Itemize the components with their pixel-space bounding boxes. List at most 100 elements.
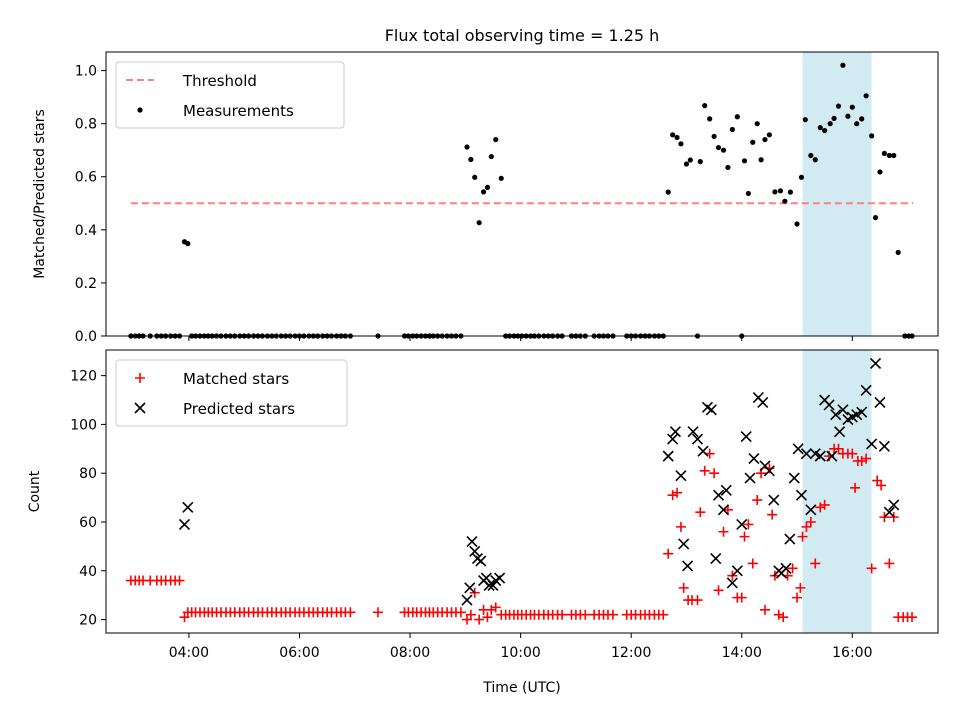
predicted-star-marker (768, 494, 780, 506)
matched-star-marker (672, 487, 683, 498)
predicted-star-marker (466, 535, 478, 548)
predicted-star-marker (675, 470, 687, 482)
x-axis-label: Time (UTC) (482, 680, 560, 696)
measurement-point (715, 144, 722, 151)
measurement-point (895, 249, 901, 255)
measurement-point (886, 152, 892, 159)
measurement-point (185, 241, 191, 247)
measurement-point (798, 174, 805, 180)
matched-star-marker (752, 495, 763, 506)
x-tick-label: 08:00 (390, 645, 430, 661)
predicted-star-marker (469, 545, 481, 557)
measurement-point (464, 144, 470, 150)
measurement-point (877, 169, 883, 175)
legend-measurement-label: Measurements (183, 102, 294, 120)
predicted-star-marker (866, 438, 878, 450)
measurement-point (678, 141, 684, 147)
predicted-star-marker (757, 396, 769, 409)
measurement-point (782, 198, 788, 204)
predicted-star-marker (717, 504, 730, 516)
measurement-point (707, 116, 713, 122)
predicted-star-marker (687, 426, 699, 438)
predicted-star-marker (856, 406, 868, 418)
matched-star-marker (743, 519, 754, 530)
measurement-point (859, 116, 865, 122)
legend-predicted-label: Predicted stars (183, 400, 295, 418)
measurement-point (808, 152, 814, 159)
predicted-star-marker (461, 594, 473, 606)
x-tick-label: 10:00 (500, 645, 540, 661)
highlight-span (802, 350, 872, 633)
x-tick-label: 06:00 (279, 645, 319, 661)
predicted-star-marker (784, 533, 796, 545)
predicted-star-marker (697, 445, 709, 457)
measurement-point (869, 133, 875, 139)
measurement-point (683, 161, 690, 167)
predicted-star-marker (888, 499, 900, 511)
predicted-star-marker (712, 489, 725, 501)
measurement-point (711, 133, 717, 140)
predicted-star-marker (705, 404, 717, 416)
x-tick-label: 16:00 (832, 645, 872, 661)
matched-star-marker (667, 490, 678, 501)
measurement-point (750, 139, 756, 145)
predicted-star-marker (814, 450, 826, 462)
predicted-star-marker (792, 443, 804, 455)
matched-star-marker (792, 592, 803, 603)
legend-measurement-swatch (137, 107, 143, 113)
measurement-point (831, 115, 837, 121)
matched-star-marker (747, 558, 758, 569)
predicted-star-marker (494, 572, 506, 584)
predicted-star-marker (795, 489, 808, 501)
measurement-point (812, 157, 818, 163)
y-tick-label: 0.2 (75, 276, 97, 292)
matched-star-marker (692, 595, 703, 606)
measurement-point (665, 189, 671, 195)
measurement-point (758, 157, 764, 163)
measurement-point (484, 184, 491, 190)
predicted-star-marker (669, 426, 681, 438)
measurement-point (817, 125, 823, 131)
predicted-star-marker (736, 518, 748, 531)
axes-frame (105, 51, 939, 337)
matched-star-marker (490, 602, 501, 613)
matched-star-marker (699, 465, 710, 476)
matched-star-marker (465, 609, 476, 620)
matched-star-marker (580, 609, 591, 620)
measurement-point (881, 150, 887, 156)
measurement-point (702, 103, 708, 109)
legend-box (115, 61, 345, 129)
legend-matched-swatch (135, 373, 145, 383)
highlight-span (802, 52, 872, 336)
predicted-star-marker (823, 399, 835, 411)
predicted-star-marker (837, 404, 849, 416)
measurement-point (480, 189, 487, 195)
matched-star-marker (455, 607, 466, 618)
matched-star-marker (856, 456, 867, 467)
y-tick-label: 20 (79, 613, 97, 629)
matched-star-marker (482, 612, 493, 623)
predicted-star-marker (878, 440, 890, 452)
measurement-point (472, 174, 478, 180)
measurement-point (766, 132, 772, 138)
matched-star-marker (866, 563, 877, 574)
matched-star-marker (663, 548, 674, 559)
matched-star-marker (787, 563, 798, 574)
legend-box (115, 359, 348, 427)
predicted-star-marker (667, 433, 679, 445)
x-tick-label: 12:00 (611, 645, 651, 661)
measurement-point (754, 121, 760, 127)
measurement-point (725, 164, 731, 171)
matched-star-marker (810, 558, 821, 569)
matched-star-marker (884, 558, 895, 569)
measurement-point (670, 132, 676, 138)
predicted-star-marker (874, 396, 886, 409)
bottom-panel-counts: 20 40 60 80 100 120 04:00 06:00 08:00 10:00 12:00 1… (27, 349, 939, 696)
matched-star-marker (607, 609, 618, 620)
predicted-star-marker (883, 506, 895, 518)
measurement-point (697, 159, 703, 165)
y-axis-label: Count (27, 470, 43, 512)
predicted-star-marker (464, 582, 476, 594)
predicted-star-marker (475, 555, 487, 567)
measurement-point (762, 136, 768, 143)
